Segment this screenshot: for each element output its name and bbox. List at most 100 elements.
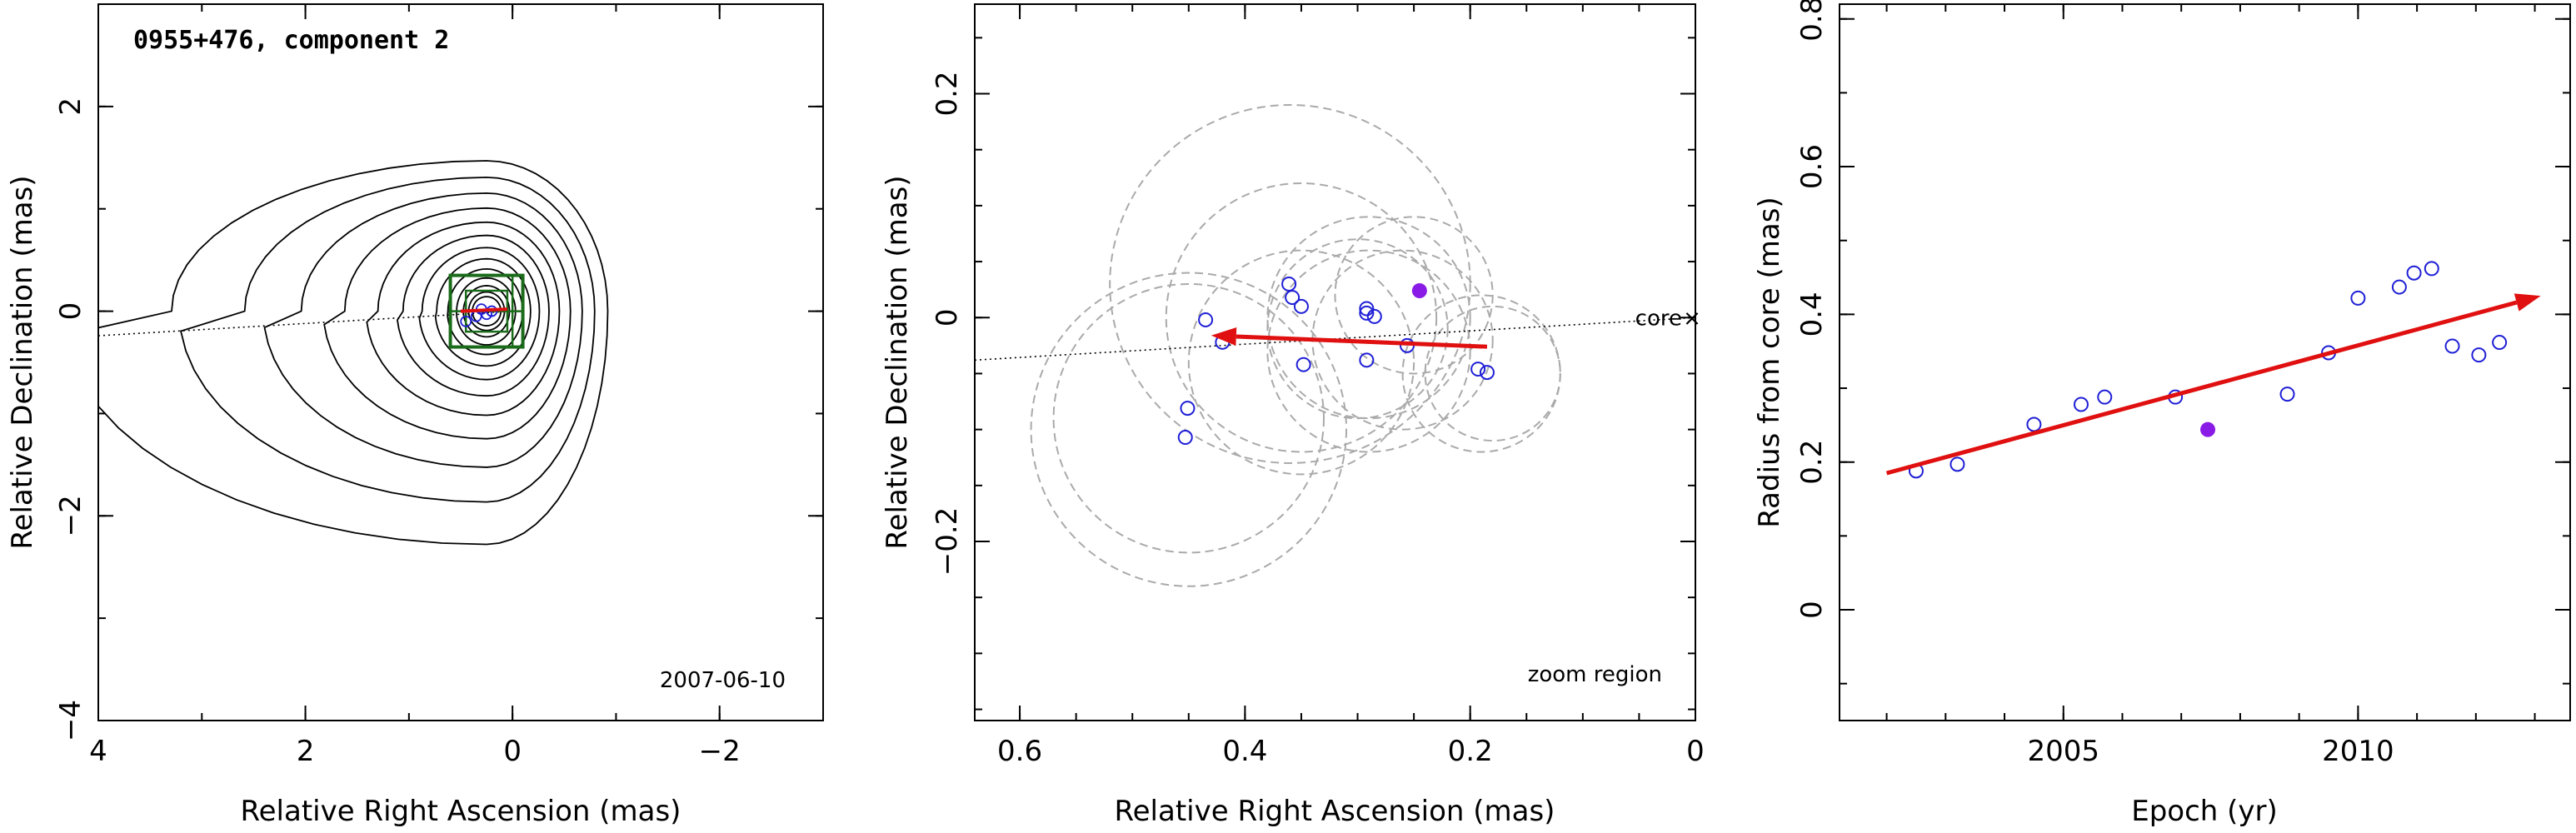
left-data-point: [460, 315, 472, 327]
x-tick-label: 0.2: [1448, 735, 1493, 768]
y-tick-label: −2: [54, 495, 87, 536]
right-y-tick-labels: 0 0.2 0.4 0.6 0.8: [1795, 0, 1829, 619]
middle-x-axis-title: Relative Right Ascension (mas): [1115, 795, 1555, 828]
right-data-point: [2279, 387, 2295, 402]
middle-data-point: [1359, 305, 1375, 321]
x-tick-label: 0.4: [1222, 735, 1267, 768]
middle-data-point: [1177, 430, 1193, 446]
middle-x-tick-labels: 0.6 0.4 0.2 0: [997, 735, 1705, 768]
middle-data-point: [1359, 301, 1375, 317]
x-tick-label: 2010: [2322, 735, 2394, 768]
x-tick-label: 4: [89, 735, 107, 768]
middle-data-point: [1470, 362, 1486, 377]
right-fit-arrow: [1885, 293, 2541, 476]
left-ridge-line: [98, 310, 513, 337]
right-data-point: [2424, 261, 2439, 277]
middle-data-point: [1479, 365, 1495, 381]
panel-right: 2005 2010 0 0.2 0.4 0.6 0.8 Epoch (yr) Radius…: [1753, 0, 2571, 828]
contour-line: [366, 221, 561, 416]
left-y-tick-labels: −4 −2 0 2: [54, 97, 87, 741]
right-x-axis-title: Epoch (yr): [2131, 795, 2278, 828]
error-circle: [1187, 249, 1415, 476]
middle-data-point: [1366, 308, 1382, 324]
right-plot-area: [1885, 261, 2541, 479]
right-points: [1908, 261, 2508, 479]
y-tick-label: −4: [54, 700, 87, 741]
middle-frame: [974, 3, 1696, 721]
middle-data-point: [1359, 352, 1375, 368]
contour-line: [434, 257, 532, 367]
panel-middle: 0.6 0.4 0.2 0 −0.2 0 0.2 core × zoom region R…: [881, 3, 1705, 828]
core-marker: ×: [1683, 306, 1701, 331]
y-tick-label: 0.6: [1795, 144, 1829, 189]
middle-data-point: [1180, 401, 1196, 416]
zoom-region-label: zoom region: [1528, 662, 1662, 687]
right-data-point: [2471, 347, 2487, 363]
left-contours: [98, 160, 609, 546]
right-filled-point: [2200, 421, 2216, 437]
left-plot-area: [98, 160, 609, 546]
error-circle: [1266, 216, 1471, 420]
contour-line: [397, 234, 550, 397]
middle-data-point: [1295, 357, 1311, 372]
y-tick-label: 2: [54, 97, 87, 116]
middle-arrow-head: [1211, 327, 1237, 346]
middle-data-point: [1293, 298, 1309, 314]
middle-error-circles: [1030, 103, 1561, 587]
right-data-point: [2444, 338, 2460, 354]
right-data-point: [2391, 279, 2407, 295]
right-data-point: [2350, 290, 2366, 306]
right-y-axis-title: Radius from core (mas): [1753, 197, 1786, 527]
contour-line: [179, 177, 596, 503]
left-panel-title: 0955+476, component 2: [133, 26, 449, 55]
middle-y-axis-title: Relative Declination (mas): [881, 175, 914, 549]
middle-plot-area: [975, 103, 1695, 587]
left-x-tick-labels: 4 2 0 −2: [89, 735, 741, 768]
x-tick-label: 0.6: [997, 735, 1042, 768]
contour-line: [98, 160, 609, 546]
left-ticks: [97, 3, 824, 721]
left-date-annotation: 2007-06-10: [660, 668, 786, 693]
middle-ticks: [975, 4, 1696, 721]
error-circle: [1109, 103, 1471, 464]
x-tick-label: 2005: [2027, 735, 2099, 768]
left-y-axis-title: Relative Declination (mas): [6, 175, 39, 549]
right-frame: [1839, 3, 2571, 721]
error-circle: [1165, 182, 1438, 453]
contour-line: [263, 192, 583, 468]
y-tick-label: 0.2: [931, 71, 964, 116]
y-tick-label: 0: [54, 302, 87, 321]
x-tick-label: 0: [503, 735, 522, 768]
y-tick-label: 0.4: [1795, 292, 1829, 337]
right-ticks: [1840, 4, 2570, 721]
right-x-tick-labels: 2005 2010: [2027, 735, 2394, 768]
contour-line: [418, 247, 541, 381]
x-tick-label: 0: [1686, 735, 1705, 768]
core-label: core: [1635, 306, 1682, 331]
fit-arrow-head: [2514, 293, 2541, 312]
error-circle: [1052, 282, 1325, 554]
left-frame: [97, 3, 824, 721]
middle-filled-point: [1411, 283, 1427, 298]
x-tick-label: 2: [297, 735, 315, 768]
right-data-point: [2406, 265, 2422, 281]
error-circle: [1030, 272, 1348, 587]
x-tick-label: −2: [699, 735, 741, 768]
middle-y-tick-labels: −0.2 0 0.2: [931, 71, 964, 576]
y-tick-label: 0.8: [1795, 0, 1829, 42]
right-data-point: [2492, 335, 2508, 351]
error-circle: [1266, 249, 1471, 453]
panel-left: 4 2 0 −2 −4 −2 0 2 0955+476, component 2 2007-…: [6, 3, 824, 828]
middle-arrow: [1211, 327, 1488, 349]
left-arrow: [460, 307, 508, 313]
y-tick-label: 0.2: [1795, 440, 1829, 485]
y-tick-label: −0.2: [931, 507, 964, 576]
right-data-point: [2026, 416, 2042, 432]
left-x-axis-title: Relative Right Ascension (mas): [241, 795, 681, 828]
y-tick-label: 0: [931, 308, 964, 327]
right-data-point: [2073, 397, 2089, 412]
middle-data-point: [1281, 276, 1297, 292]
y-tick-label: 0: [1795, 601, 1829, 619]
error-circle: [1266, 238, 1449, 420]
